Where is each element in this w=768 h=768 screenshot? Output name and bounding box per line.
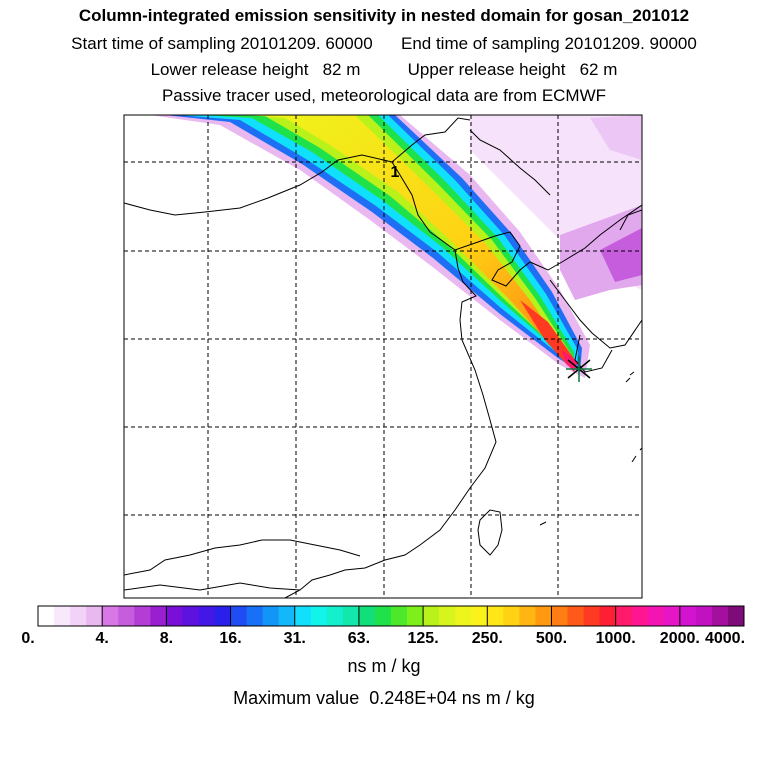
map-content: 1	[124, 115, 642, 598]
colorbar-swatch	[663, 606, 681, 626]
colorbar-swatch	[294, 606, 312, 626]
colorbar-swatch	[166, 606, 183, 626]
colorbar-swatch	[535, 606, 552, 626]
colorbar-tick-label: 4.	[95, 630, 109, 647]
colorbar-swatch	[679, 606, 697, 626]
receptor-star-icon	[566, 356, 592, 382]
colorbar-swatch	[471, 606, 488, 626]
colorbar-tick-label: 16.	[219, 630, 242, 647]
colorbar-swatch	[342, 606, 360, 626]
colorbar-swatch	[262, 606, 280, 626]
colorbar-swatch	[727, 606, 745, 626]
colorbar-swatch	[551, 606, 568, 626]
colorbar-swatch	[615, 606, 633, 626]
colorbar-tick-label: 63.	[347, 630, 371, 647]
colorbar-swatch	[407, 606, 424, 626]
maximum-value-text: Maximum value 0.248E+04 ns m / kg	[233, 688, 535, 708]
colorbar-swatch	[134, 606, 151, 626]
colorbar-swatch	[455, 606, 472, 626]
colorbar-swatch	[583, 606, 601, 626]
colorbar-swatch	[423, 606, 440, 626]
colorbar-swatch	[711, 606, 729, 626]
colorbar-tick-label: 31.	[283, 630, 306, 647]
colorbar-swatch	[230, 606, 248, 626]
plume-peak-red	[520, 300, 575, 366]
colorbar-swatch	[54, 606, 71, 626]
sampling-time-line: Start time of sampling 20101209. 60000 E…	[71, 34, 697, 53]
colorbar-swatch	[631, 606, 649, 626]
colorbar-swatch	[695, 606, 713, 626]
colorbar	[37, 605, 745, 627]
colorbar-tick-label: 0.	[21, 630, 35, 647]
lat-lon-grid	[124, 115, 642, 598]
colorbar-swatch	[487, 606, 504, 626]
colorbar-swatch	[599, 606, 617, 626]
plot-title: Column-integrated emission sensitivity i…	[78, 6, 690, 25]
colorbar-tick-label: 8.	[159, 630, 174, 647]
colorbar-swatch	[358, 606, 376, 626]
station-marker-label: 1	[391, 164, 400, 181]
colorbar-swatch	[310, 606, 328, 626]
tracer-info-line: Passive tracer used, meteorological data…	[161, 86, 607, 105]
plume-mid-korea	[600, 228, 642, 282]
release-height-line: Lower release height 82 m Upper release …	[150, 60, 618, 79]
colorbar-tick-label: 250.	[471, 630, 503, 647]
colorbar-swatch	[118, 606, 135, 626]
colorbar-tick-label: 2000.	[659, 630, 700, 647]
colorbar-tick-label: 1000.	[595, 630, 636, 647]
colorbar-swatch	[198, 606, 215, 626]
colorbar-swatch	[102, 606, 119, 626]
colorbar-tick-label: 4000.	[704, 630, 746, 647]
colorbar-swatch	[278, 606, 296, 626]
colorbar-swatch	[519, 606, 536, 626]
colorbar-swatch	[70, 606, 87, 626]
colorbar-swatch	[246, 606, 264, 626]
colorbar-swatch	[374, 606, 392, 626]
map-frame	[123, 114, 643, 599]
colorbar-swatch	[86, 606, 103, 626]
colorbar-frame	[37, 605, 745, 627]
colorbar-swatch	[38, 606, 55, 626]
colorbar-swatch	[182, 606, 199, 626]
plume-edge-north	[590, 115, 642, 160]
colorbar-swatch	[647, 606, 665, 626]
colorbar-tick-label: 500.	[535, 630, 568, 647]
colorbar-swatch	[567, 606, 585, 626]
colorbar-swatch	[391, 606, 408, 626]
colorbar-swatch	[150, 606, 167, 626]
coastlines	[124, 117, 642, 598]
colorbar-swatch	[214, 606, 232, 626]
colorbar-swatch	[326, 606, 344, 626]
colorbar-swatch	[503, 606, 520, 626]
colorbar-unit: ns m / kg	[347, 656, 421, 676]
colorbar-swatch	[439, 606, 456, 626]
colorbar-tick-label: 125.	[407, 630, 439, 647]
